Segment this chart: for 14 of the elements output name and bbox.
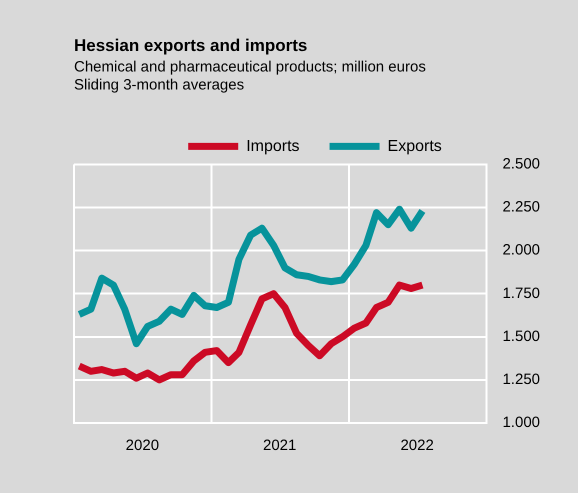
y-tick-label: 1.000 (502, 414, 540, 432)
y-tick-label: 2.250 (502, 198, 540, 216)
y-tick-label: 1.250 (502, 371, 540, 388)
x-tick-label: 2021 (262, 437, 296, 454)
y-tick-label: 2.000 (502, 242, 540, 259)
y-tick-label: 2.500 (502, 156, 540, 173)
chart-title: Hessian exports and imports (74, 36, 308, 55)
legend-label: Exports (388, 138, 442, 155)
legend-label: Imports (246, 138, 300, 155)
x-tick-label: 2020 (126, 437, 160, 454)
x-tick-label: 2022 (400, 437, 434, 454)
y-tick-label: 1.750 (502, 284, 540, 302)
chart-subtitle: Chemical and pharmaceutical products; million euros Sliding 3-month averages (74, 58, 426, 94)
y-tick-label: 1.500 (502, 328, 540, 345)
